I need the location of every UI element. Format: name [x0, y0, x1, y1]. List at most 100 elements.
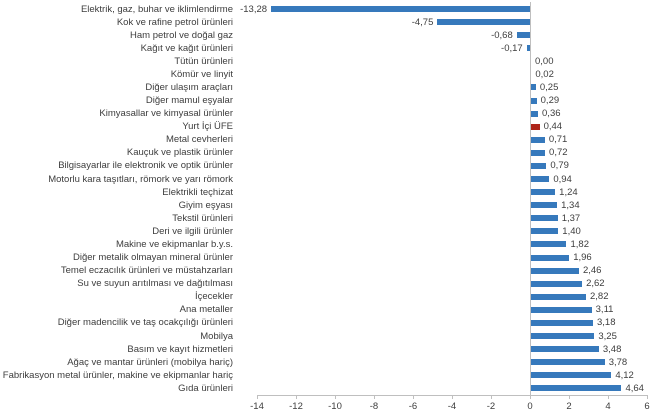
category-label: Diğer mamul eşyalar [145, 95, 233, 107]
value-label: -13,28 [240, 3, 268, 15]
chart-row: Temel eczacılık ürünleri ve müstahzarlar… [0, 264, 650, 277]
chart-row: Deri ve ilgili ürünler 1,40 [0, 225, 650, 238]
chart-row: Elektrik, gaz, buhar ve iklimlendirme -13… [0, 3, 650, 16]
bar [531, 228, 559, 235]
category-label: Kağıt ve kağıt ürünleri [140, 42, 233, 54]
value-label: -0,68 [491, 29, 513, 41]
x-axis-tick [452, 395, 453, 399]
category-label: Gıda ürünleri [178, 382, 233, 394]
category-label: Kok ve rafine petrol ürünleri [116, 16, 233, 28]
category-label: Su ve suyun arıtılması ve dağıtılması [77, 278, 233, 290]
category-label: Elektrik, gaz, buhar ve iklimlendirme [80, 3, 233, 15]
category-label: İçecekler [194, 291, 233, 303]
chart-row: Kağıt ve kağıt ürünleri -0,17 [0, 42, 650, 55]
category-label: Kauçuk ve plastik ürünler [126, 147, 233, 159]
x-axis-tick [413, 395, 414, 399]
bar [437, 19, 530, 26]
chart-row: Tütün ürünleri 0,00 [0, 55, 650, 68]
bar [271, 6, 530, 12]
bar [531, 215, 558, 222]
bar [531, 267, 579, 274]
x-axis-tick-label: -6 [408, 401, 418, 412]
x-axis-tick [530, 395, 531, 399]
zero-axis-line [530, 2, 531, 399]
bar [531, 333, 595, 339]
category-label: Tütün ürünleri [174, 55, 233, 67]
value-label: 0,29 [540, 95, 560, 107]
chart-row: Basım ve kayıt hizmetleri 3,48 [0, 343, 650, 356]
x-axis-tick [608, 395, 609, 399]
bar [526, 45, 530, 52]
bar [531, 110, 539, 117]
value-label: 1,82 [570, 238, 589, 250]
value-label: 0,36 [542, 108, 561, 120]
chart-row: Ana metaller 3,11 [0, 303, 650, 316]
value-label: 0,94 [553, 173, 572, 185]
category-label: Kimyasallar ve kimyasal ürünler [99, 108, 233, 120]
chart-row: Diğer metalik olmayan mineral ürünler 1,9… [0, 251, 650, 264]
bar [531, 359, 605, 366]
value-label: 3,48 [602, 343, 622, 355]
bar [531, 385, 622, 392]
bar [531, 176, 550, 183]
bar [516, 32, 530, 39]
category-label: Makine ve ekipmanlar b.y.s. [115, 238, 233, 250]
bar [531, 202, 558, 209]
x-axis-tick [491, 395, 492, 399]
value-label: 3,78 [608, 356, 628, 368]
x-axis-tick [374, 395, 375, 399]
bar [531, 346, 599, 353]
value-label: -0,17 [501, 42, 523, 54]
bar [531, 189, 556, 196]
value-label: 4,64 [625, 382, 644, 394]
value-label: 2,46 [582, 265, 602, 277]
chart-row: Motorlu kara taşıtları, römork ve yarı r… [0, 173, 650, 186]
bar [531, 162, 547, 169]
category-label: Giyim eşyası [178, 199, 233, 211]
value-label: 0,71 [548, 134, 568, 146]
chart-row: Mobilya 3,25 [0, 330, 650, 343]
chart-row: Kimyasallar ve kimyasal ürünler 0,36 [0, 107, 650, 120]
category-label: Temel eczacılık ürünleri ve müstahzarlar… [60, 265, 233, 277]
bar [531, 136, 545, 143]
bar [531, 293, 586, 300]
x-axis-tick [257, 395, 258, 399]
chart-row: Makine ve ekipmanlar b.y.s. 1,82 [0, 238, 650, 251]
chart-row: Diğer ulaşım araçları 0,25 [0, 81, 650, 94]
category-label: Basım ve kayıt hizmetleri [127, 343, 233, 355]
bar-highlight [531, 123, 540, 130]
value-label: 3,18 [597, 317, 616, 329]
chart-row: Ağaç ve mantar ürünleri (mobilya hariç) 3… [0, 356, 650, 369]
category-label: Kömür ve linyit [170, 68, 233, 80]
bar [531, 97, 537, 104]
x-axis-tick-label: -14 [250, 401, 264, 412]
category-label: Mobilya [200, 330, 233, 342]
category-label: Yurt İçi ÜFE [182, 121, 233, 133]
category-label: Ağaç ve mantar ürünleri (mobilya hariç) [67, 356, 233, 368]
chart-row: Diğer mamul eşyalar 0,29 [0, 94, 650, 107]
category-label: Metal cevherleri [165, 134, 233, 146]
x-axis-tick-label: -2 [486, 401, 496, 412]
x-axis-tick-label: -10 [328, 401, 342, 412]
x-axis-tick-label: -12 [289, 401, 303, 412]
value-label: 4,12 [615, 369, 634, 381]
bar [531, 241, 567, 248]
value-label: 3,11 [595, 304, 614, 316]
value-label: 0,79 [550, 160, 569, 172]
chart-row: Gıda ürünleri 4,64 [0, 382, 650, 395]
chart-row: Kok ve rafine petrol ürünleri -4,75 [0, 16, 650, 29]
chart-row: Su ve suyun arıtılması ve dağıtılması 2,6… [0, 277, 650, 290]
x-axis-tick-label: 6 [644, 401, 650, 412]
x-axis-tick [296, 395, 297, 399]
value-label: 2,82 [589, 291, 609, 303]
value-label: 2,62 [586, 278, 605, 290]
chart-row: Elektrikli teçhizat 1,24 [0, 186, 650, 199]
x-axis-tick [569, 395, 570, 399]
chart-row: Kömür ve linyit 0,02 [0, 68, 650, 81]
bar [531, 372, 612, 379]
chart-row: Fabrikasyon metal ürünler, makine ve eki… [0, 369, 650, 382]
chart-row: Tekstil ürünleri 1,37 [0, 212, 650, 225]
x-axis-tick-label: -4 [447, 401, 457, 412]
chart-row: Metal cevherleri 0,71 [0, 133, 650, 146]
